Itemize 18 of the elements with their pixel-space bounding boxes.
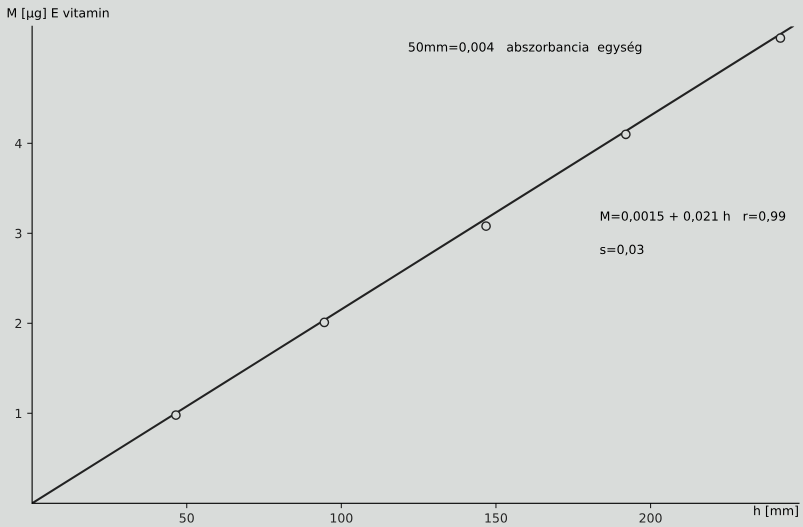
point	[171, 410, 181, 420]
point	[481, 221, 491, 231]
y-tick-label: 4	[15, 138, 22, 148]
point	[776, 33, 786, 43]
annotation: s=0,03	[600, 244, 644, 256]
x-tick-label: 200	[640, 513, 662, 523]
point	[319, 318, 330, 328]
y-tick-label: 3	[15, 228, 22, 238]
annotation: M=0,0015 + 0,021 h r=0,99	[600, 211, 786, 222]
annotation: 50mm=0,004 abszorbancia egység	[408, 42, 642, 54]
x-axis-title: h [mm]	[754, 506, 798, 517]
y-tick-label: 2	[15, 318, 22, 328]
x-tick-label: 50	[180, 513, 194, 523]
y-axis-title: M [μg] E vitamin	[8, 8, 109, 20]
x-tick-label: 150	[485, 513, 508, 523]
x-tick-label: 100	[330, 513, 352, 523]
point	[620, 129, 631, 140]
y-tick-label: 1	[16, 408, 22, 418]
